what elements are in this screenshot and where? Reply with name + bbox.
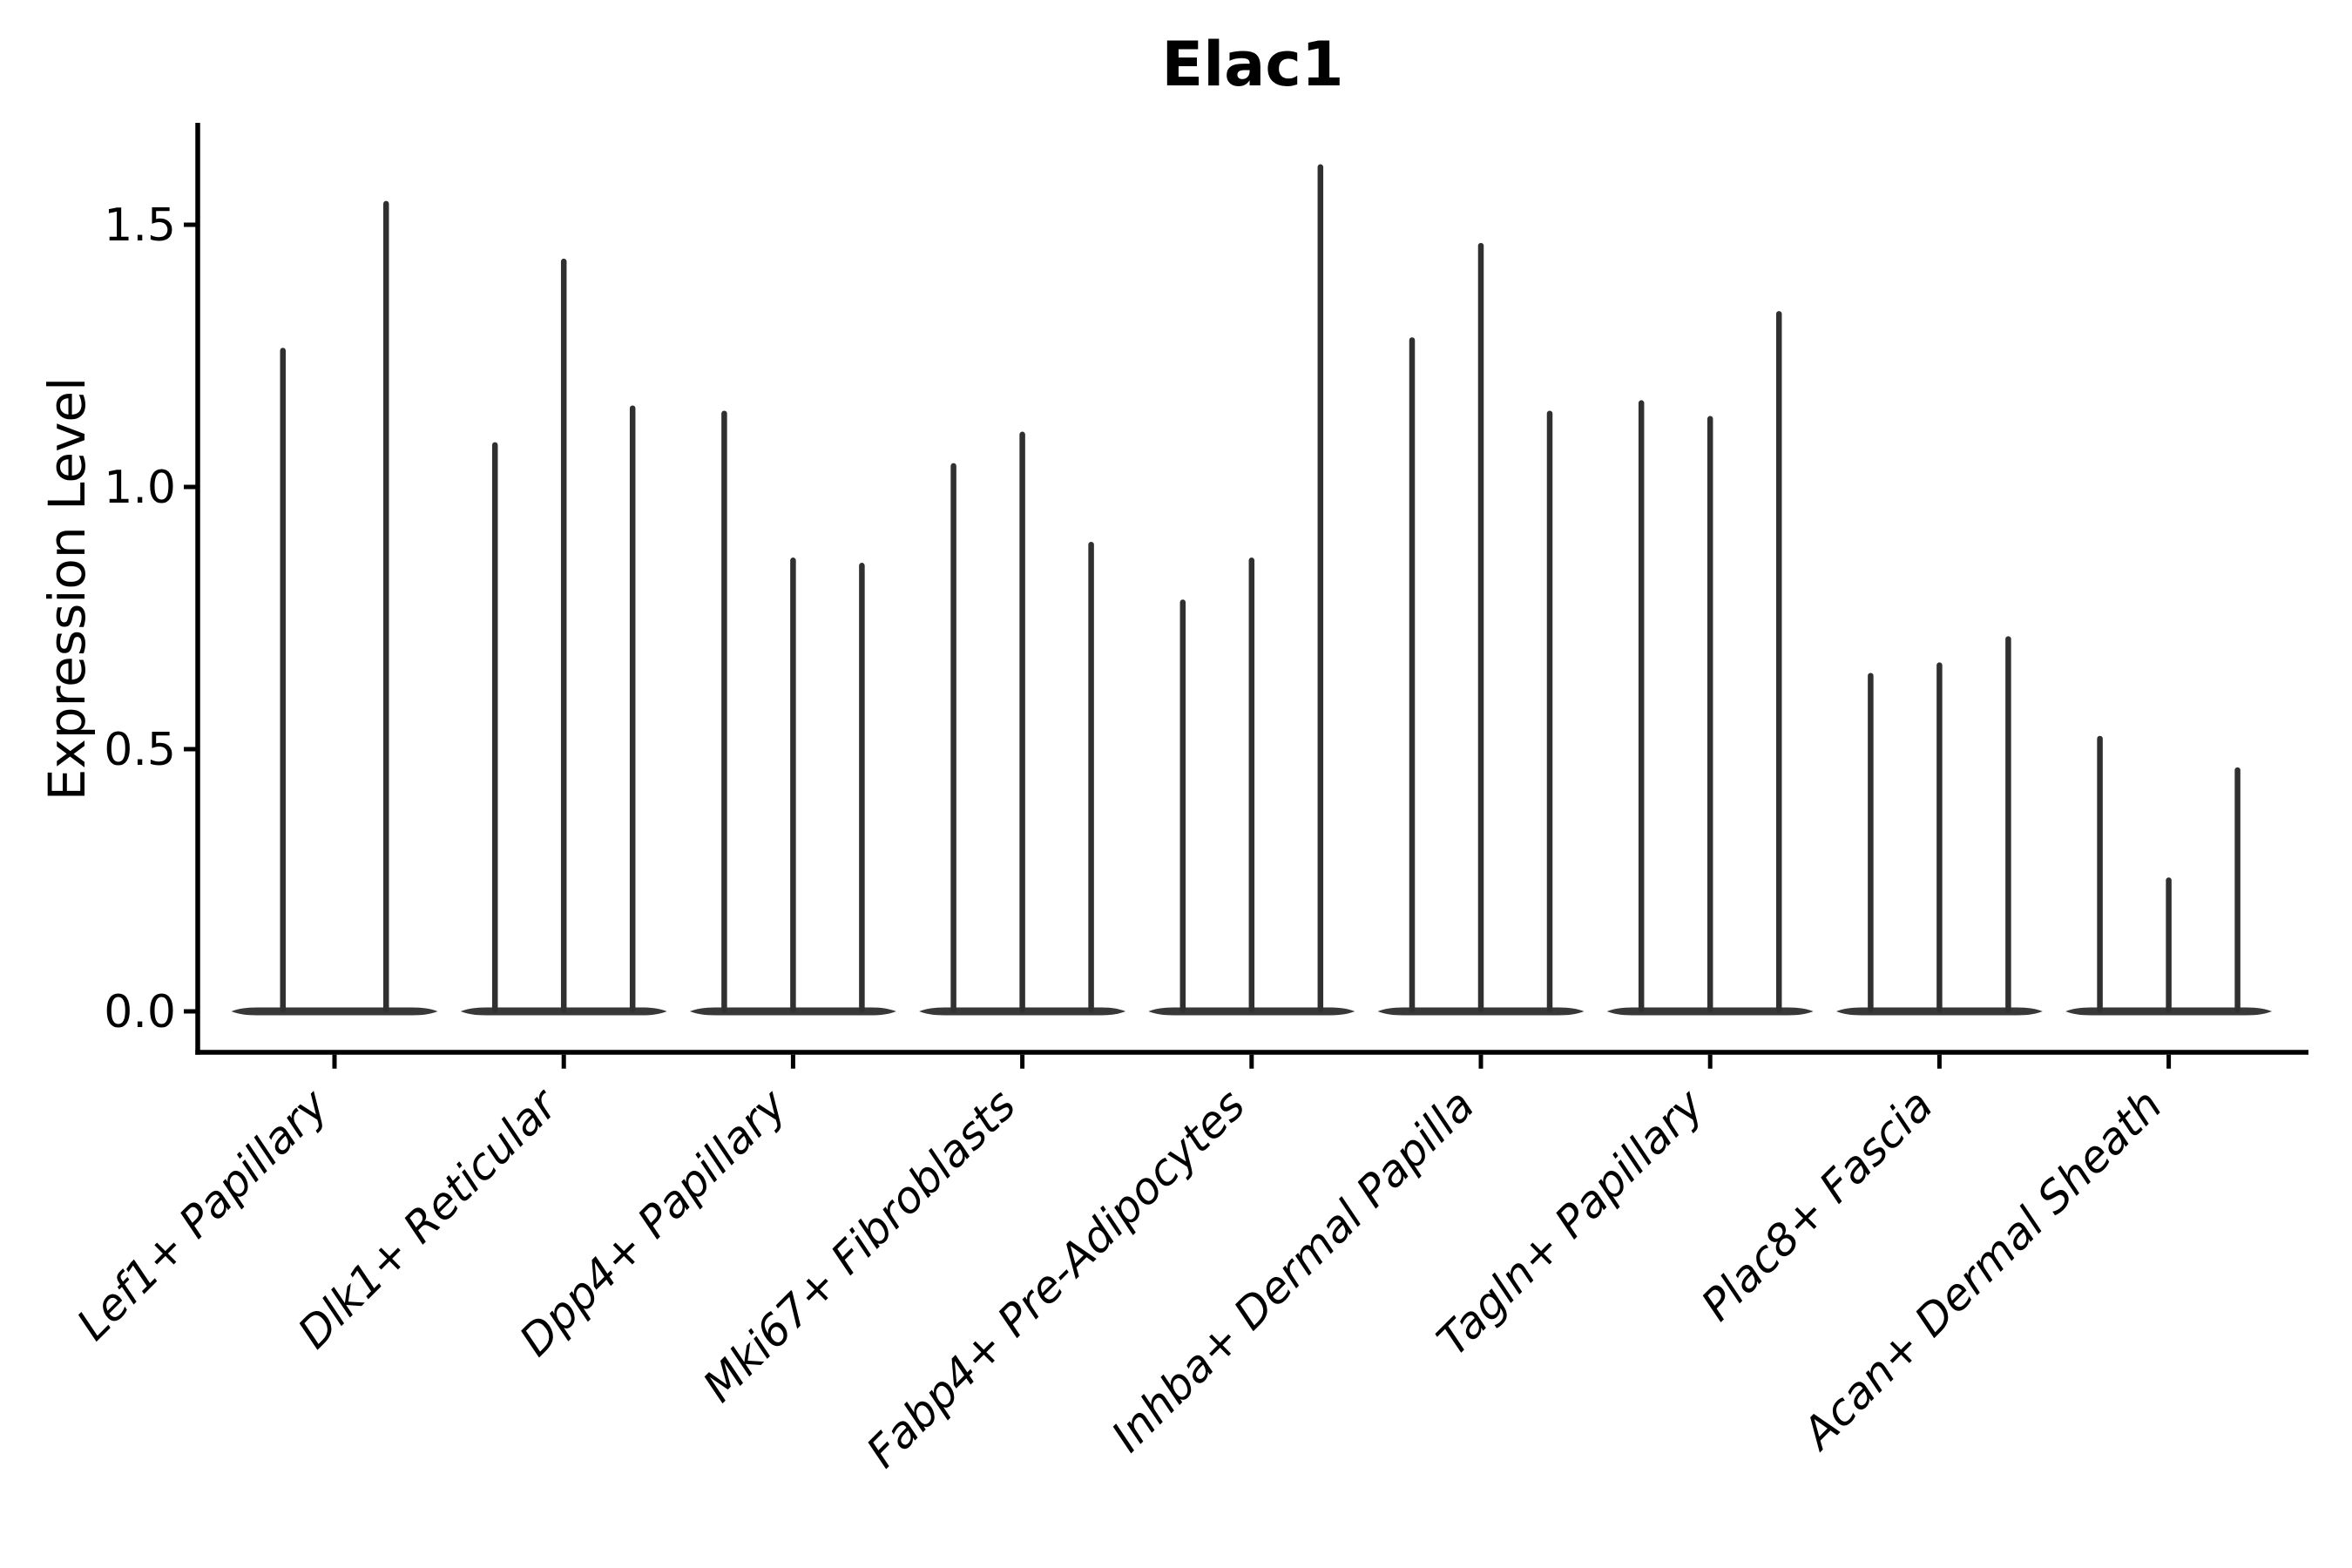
y-tick-label-2: 1.0 (104, 462, 176, 514)
x-tick-label-5: Inhba+ Dermal Papilla (1102, 1079, 1484, 1461)
y-tick-label-1: 0.5 (104, 724, 176, 776)
y-tick-label-0: 0.0 (104, 986, 176, 1038)
y-axis-label: Expression Level (37, 376, 97, 801)
chart-title: Elac1 (1161, 29, 1344, 100)
x-tick-label-0: Lef1+ Papillary (67, 1078, 338, 1349)
y-tick-label-3: 1.5 (104, 199, 176, 252)
violin-body-0 (231, 1007, 438, 1016)
x-tick-label-7: Plac8+ Fascia (1692, 1079, 1943, 1330)
x-tick-label-8: Acan+ Dermal Sheath (1791, 1079, 2172, 1460)
x-tick-label-4: Fabp4+ Pre-Adipocytes (857, 1079, 1255, 1477)
